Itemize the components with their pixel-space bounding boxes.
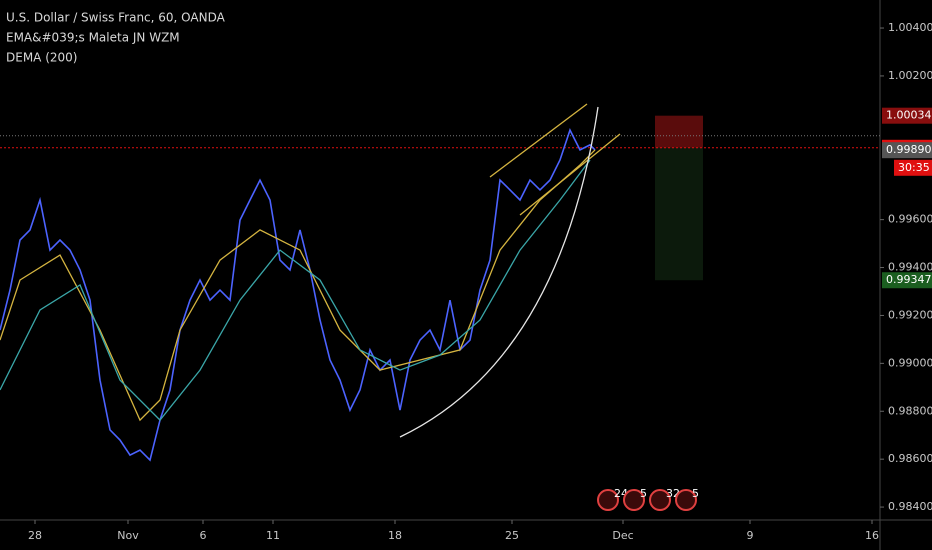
price-label: 1.00034 [886,109,932,122]
x-tick-label: 28 [28,529,42,542]
x-tick-label: 9 [747,529,754,542]
price-label: 0.99347 [886,273,932,286]
x-tick-label: 18 [388,529,402,542]
plot-area [0,115,880,462]
x-tick-label: 11 [266,529,280,542]
event-badge [623,489,645,511]
x-tick-label: Nov [117,529,139,542]
stop-zone [655,115,703,148]
event-badge [649,489,671,511]
target-zone [655,147,703,281]
y-tick-label: 0.98400 [888,500,932,513]
y-tick-label: 1.00400 [888,21,932,34]
price-label-box [882,142,932,159]
price-label-box [882,272,932,289]
y-tick-label: 1.00200 [888,69,932,82]
chart-title: U.S. Dollar / Swiss Franc, 60, OANDA [6,11,226,25]
channel-line [489,103,588,178]
indicator-label: EMA&#039;s Maleta JN WZM [6,31,180,45]
channel-line [519,133,621,216]
x-tick-label: Dec [612,529,633,542]
y-tick-label: 0.98800 [888,404,932,417]
event-label: 5 [692,487,699,500]
countdown: 30:35 [898,161,930,174]
x-tick-label: 25 [505,529,519,542]
curve-line [399,106,599,438]
event-badge [597,489,619,511]
x-tick-label: 6 [200,529,207,542]
series-line [0,159,591,422]
x-tick-label: 16 [865,529,879,542]
price-label-box [882,107,932,124]
price-label: 0.99890 [886,143,932,156]
indicator-label: DEMA (200) [6,51,77,65]
countdown-box [894,159,932,176]
y-tick-label: 0.98600 [888,452,932,465]
event-badge [675,489,697,511]
event-label: 5 [640,487,647,500]
y-tick-label: 0.99400 [888,261,932,274]
y-tick-label: 0.99000 [888,356,932,369]
y-tick-label: 0.99200 [888,308,932,321]
y-tick-label: 0.99600 [888,213,932,226]
series-line [0,128,596,462]
